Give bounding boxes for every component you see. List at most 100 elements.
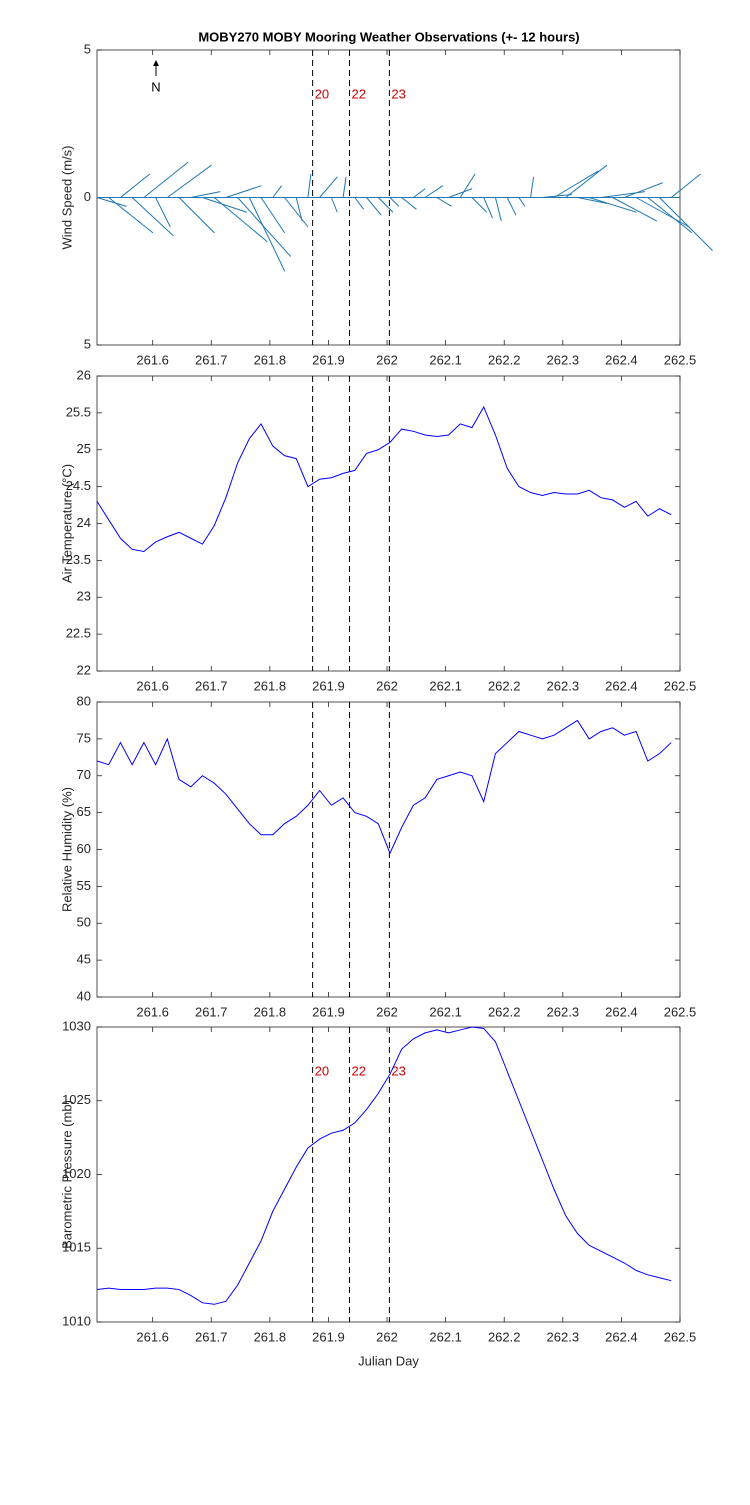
- y-axis-label: Relative Humidity (%): [59, 787, 74, 912]
- x-tick-label: 262: [376, 1329, 398, 1344]
- wind-stick: [143, 161, 189, 198]
- wind-stick: [272, 185, 283, 198]
- north-arrow-head: [153, 60, 159, 66]
- figure-title: MOBY270 MOBY Mooring Weather Observation…: [198, 29, 579, 44]
- x-axis-label: Julian Day: [358, 1353, 419, 1368]
- data-line: [96, 1026, 672, 1305]
- wind-stick: [237, 197, 292, 257]
- x-tick-label: 262.2: [488, 1329, 521, 1344]
- x-tick-label: 262.2: [488, 352, 521, 367]
- x-tick-label: 262: [376, 352, 398, 367]
- wind-stick: [284, 197, 309, 228]
- x-tick-label: 261.7: [195, 1329, 228, 1344]
- wind-stick: [612, 197, 658, 222]
- wind-stick: [248, 197, 286, 272]
- x-tick-label: 262.3: [547, 1329, 580, 1344]
- y-tick-label: 26: [77, 367, 91, 382]
- y-tick-label: 1010: [62, 1313, 91, 1328]
- wind-stick: [448, 188, 473, 198]
- y-tick-label: 55: [77, 878, 91, 893]
- x-tick-label: 262.3: [547, 352, 580, 367]
- marker-label: 20: [315, 86, 329, 101]
- wind-stick: [494, 197, 502, 222]
- y-tick-label: 22.5: [66, 626, 91, 641]
- wind-stick: [178, 197, 215, 234]
- y-tick-label: 0: [84, 189, 91, 204]
- wind-stick: [530, 176, 535, 198]
- wind-stick: [459, 173, 476, 198]
- y-tick-label: 45: [77, 952, 91, 967]
- x-tick-label: 261.9: [312, 678, 345, 693]
- x-tick-label: 261.7: [195, 352, 228, 367]
- marker-label: 23: [391, 1063, 405, 1078]
- wind-stick: [401, 197, 417, 210]
- wind-stick: [96, 197, 127, 207]
- wind-stick: [342, 176, 347, 198]
- y-tick-label: 60: [77, 841, 91, 856]
- wind-stick: [167, 164, 212, 198]
- x-tick-label: 261.7: [195, 678, 228, 693]
- wind-stick: [635, 197, 690, 228]
- wind-stick: [424, 185, 444, 198]
- y-axis-label: Wind Speed (m/s): [59, 145, 74, 249]
- x-tick-label: 262.4: [605, 678, 638, 693]
- x-tick-label: 262.5: [664, 352, 697, 367]
- wind-stick: [647, 197, 693, 234]
- wind-stick: [413, 188, 426, 198]
- wind-stick: [565, 164, 608, 198]
- x-tick-label: 262.4: [605, 1329, 638, 1344]
- x-tick-label: 262: [376, 678, 398, 693]
- wind-stick: [389, 197, 400, 207]
- marker-label: 22: [352, 86, 366, 101]
- wind-stick: [190, 191, 221, 198]
- x-tick-label: 261.8: [254, 1329, 287, 1344]
- wind-stick: [483, 197, 494, 219]
- x-tick-label: 261.8: [254, 352, 287, 367]
- y-tick-label: 25.5: [66, 404, 91, 419]
- x-tick-label: 262: [376, 1004, 398, 1019]
- wind-stick: [213, 197, 268, 243]
- y-tick-label: 1030: [62, 1018, 91, 1033]
- wind-stick: [330, 197, 338, 213]
- wind-stick: [202, 197, 247, 213]
- wind-stick: [377, 197, 394, 213]
- x-tick-label: 261.9: [312, 1004, 345, 1019]
- wind-stick: [553, 170, 599, 198]
- y-tick-label: 70: [77, 767, 91, 782]
- wind-stick: [577, 197, 608, 204]
- y-tick-label: 22: [77, 662, 91, 677]
- y-tick-label: 5: [84, 41, 91, 56]
- y-tick-label: 1025: [62, 1092, 91, 1107]
- wind-stick: [319, 176, 338, 198]
- wind-stick: [295, 197, 303, 222]
- y-tick-label: 24: [77, 515, 91, 530]
- y-tick-label: 23: [77, 589, 91, 604]
- wind-stick: [155, 197, 171, 228]
- marker-label: 20: [315, 1063, 329, 1078]
- x-tick-label: 262.4: [605, 352, 638, 367]
- x-tick-label: 262.5: [664, 678, 697, 693]
- y-axis-label: Air Temperature (°C): [59, 464, 74, 583]
- x-tick-label: 261.6: [136, 1329, 169, 1344]
- data-line: [96, 405, 672, 553]
- x-tick-label: 262.4: [605, 1004, 638, 1019]
- wind-stick: [471, 197, 488, 213]
- x-tick-label: 261.7: [195, 1004, 228, 1019]
- x-tick-label: 261.9: [312, 1329, 345, 1344]
- x-tick-label: 262.2: [488, 1004, 521, 1019]
- wind-stick: [108, 197, 154, 234]
- y-tick-label: 80: [77, 693, 91, 708]
- x-tick-label: 262.2: [488, 678, 521, 693]
- wind-stick: [624, 182, 663, 198]
- y-tick-label: 24.5: [66, 478, 91, 493]
- x-tick-label: 261.6: [136, 678, 169, 693]
- y-tick-label: 1020: [62, 1166, 91, 1181]
- wind-stick: [589, 197, 637, 213]
- marker-label: 23: [391, 86, 405, 101]
- wind-stick: [260, 197, 286, 234]
- y-axis-label: Barometric Pressure (mb): [59, 1100, 74, 1249]
- x-tick-label: 261.6: [136, 352, 169, 367]
- wind-stick: [307, 173, 312, 198]
- wind-stick: [131, 197, 174, 237]
